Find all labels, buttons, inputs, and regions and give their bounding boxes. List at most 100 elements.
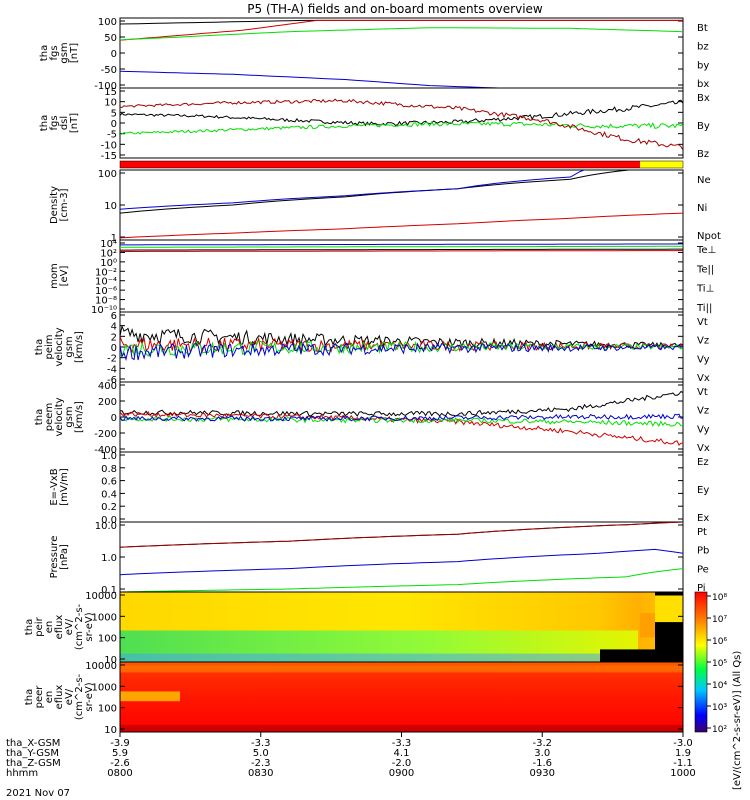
ytick-label: 50 <box>104 33 117 44</box>
series-fgs_dsl-Bz <box>120 98 683 151</box>
legend-fgs_gsm-2: by <box>697 60 709 71</box>
series-pressure-Pi <box>120 548 683 576</box>
xaxis-value: 1000 <box>670 768 695 779</box>
legend-fgs_dsl-1: By <box>697 121 710 132</box>
series-fgs_dsl-By <box>120 120 683 136</box>
legend-fgs_dsl-2: Bz <box>697 149 709 160</box>
status-bar-red <box>120 161 640 168</box>
ytick-label: 10⁻² <box>95 267 117 278</box>
ytick-label: 10 <box>104 201 117 212</box>
legend-moms_temp-1: Te|| <box>696 264 714 275</box>
ylabel-line: eflux <box>54 615 65 640</box>
ytick-label: 5 <box>111 108 117 119</box>
xaxis-value: 4.1 <box>394 748 410 759</box>
ylabel-line: eflux <box>54 685 65 710</box>
panel-efield: 1.0 0.8 0.60.4 0.2 0.0 E=-VxB [mV/m] Ez Ey Ex <box>49 451 709 526</box>
ytick-label: 10⁰ <box>100 258 117 269</box>
ylabel-line: en <box>44 691 55 704</box>
heatmap-nodata-low <box>600 649 655 662</box>
ytick-label: 10² <box>100 248 117 259</box>
legend-density-2: Npot <box>697 231 721 242</box>
figure-title: P5 (TH-A) fields and on-board moments ov… <box>247 2 543 16</box>
status-bar-yellow <box>640 161 683 168</box>
legend-moms_temp-0: Te⊥ <box>696 245 716 256</box>
colorbar <box>694 591 708 733</box>
series-density-Ne <box>120 212 683 239</box>
ylabel-line: [nPa] <box>59 544 70 570</box>
ytick-label: 10 <box>104 655 117 666</box>
ytick-label: 10000 <box>85 591 117 602</box>
heatmap-early <box>120 691 180 702</box>
ylabel-line: dsl <box>59 116 70 130</box>
xaxis-row-label: hhmm <box>6 768 38 779</box>
ytick-label: 10 <box>104 725 117 736</box>
legend-peem_velocity-1: Vz <box>697 406 709 417</box>
xaxis-value: 5.0 <box>253 748 269 759</box>
ytick-label: 0.2 <box>101 502 117 513</box>
ytick-label: 2 <box>111 332 117 343</box>
ytick-label: -6 <box>107 375 117 386</box>
ylabel-line: [cm-3] <box>59 188 70 221</box>
legend-fgs_gsm-1: bz <box>697 42 709 53</box>
ytick-label: 400 <box>98 381 117 392</box>
panel-frame <box>119 169 684 241</box>
heatmap-fill <box>120 662 683 732</box>
ytick-label: 100 <box>98 634 117 645</box>
panel-peer_eflux: 10000 1000 100 10 tha peer en eflux eV/(cm^2-s-s… <box>24 661 684 736</box>
ytick-label: -10 <box>101 140 117 151</box>
ytick-label: 1.0 <box>101 451 117 462</box>
heatmap-lowest <box>120 653 638 662</box>
xaxis-value: 0900 <box>389 768 414 779</box>
ytick-label: 6 <box>111 311 117 322</box>
ytick-label: 100 <box>98 169 117 180</box>
ytick-label: -100 <box>94 81 117 92</box>
legend-efield-1: Ey <box>697 485 709 496</box>
legend-pressure-1: Pb <box>697 546 709 557</box>
panel-peem_velocity: 400 200 0 -200 -400 tha peem velocity gsm [km/s] V… <box>34 381 710 456</box>
xaxis-value: -3.2 <box>532 738 552 749</box>
ylabel-line: E=-VxB <box>49 468 60 505</box>
legend-efield-0: Ez <box>697 457 709 468</box>
legend-moms_temp-3: Ti|| <box>696 303 712 314</box>
ylabel-line: sr-eV) <box>84 682 95 711</box>
ytick-label: 1.0 <box>101 553 117 564</box>
ytick-label: 0 <box>111 119 117 130</box>
xaxis-value: 3.0 <box>534 748 550 759</box>
colorbar-tick-label: 10³ <box>712 703 727 713</box>
ytick-label: 10 <box>104 98 117 109</box>
ylabel-line: Density <box>49 186 60 224</box>
ylabel-line: Pressure <box>49 536 60 579</box>
xaxis-value: -1.6 <box>532 758 552 769</box>
legend-pressure-2: Pe <box>697 564 709 575</box>
xaxis-value: -2.6 <box>110 758 130 769</box>
ytick-label: 10⁻¹⁰ <box>91 305 117 316</box>
legend-peem_velocity-2: Vy <box>697 424 710 435</box>
ylabel-line: gsm <box>64 406 75 427</box>
series-pressure-Pb <box>120 522 683 548</box>
legend-moms_temp-2: Ti⊥ <box>696 284 714 295</box>
status-bar-frame <box>119 160 684 169</box>
ylabel-line: (cm^2-s- <box>74 603 85 650</box>
ylabel-line: (cm^2-s- <box>74 673 85 720</box>
colorbar-label: [eV/(cm^2-s-sr-eV)] (All Qs) <box>732 651 743 790</box>
ylabel-line: tha <box>34 339 45 355</box>
ylabel-line: en <box>44 621 55 634</box>
ytick-label: 0.8 <box>101 464 117 475</box>
ylabel-line: peir <box>34 616 45 636</box>
ytick-label: 0.6 <box>101 477 117 488</box>
legend-peim_velocity-1: Vz <box>697 336 709 347</box>
ylabel-line: [nT] <box>69 113 80 133</box>
series-density-Ni <box>120 170 634 214</box>
panel-frame <box>119 87 684 159</box>
xaxis-value: -3.0 <box>673 738 693 749</box>
ylabel-line: fgs <box>49 45 60 60</box>
xaxis-value: -2.3 <box>251 758 271 769</box>
legend-peem_velocity-0: Vt <box>697 387 708 398</box>
ytick-label: 0.0 <box>101 515 117 526</box>
ytick-label: 10⁻⁸ <box>95 296 117 307</box>
xaxis-value: -1.1 <box>673 758 693 769</box>
